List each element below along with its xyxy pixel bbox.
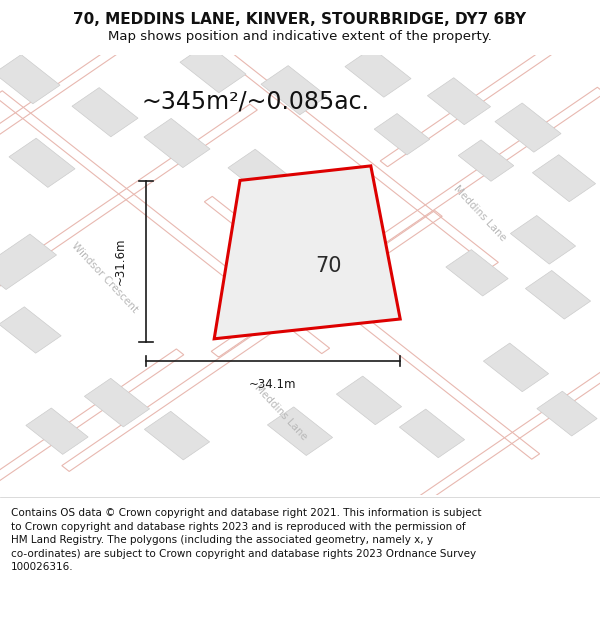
Text: Meddins Lane: Meddins Lane [253,382,309,442]
Polygon shape [345,48,411,98]
Polygon shape [0,54,60,104]
Polygon shape [495,103,561,152]
Text: Map shows position and indicative extent of the property.: Map shows position and indicative extent… [108,30,492,43]
Text: ~31.6m: ~31.6m [114,238,127,285]
Polygon shape [180,44,246,92]
Polygon shape [484,343,548,392]
Polygon shape [85,378,149,427]
Polygon shape [400,409,464,458]
Text: 70, MEDDINS LANE, KINVER, STOURBRIDGE, DY7 6BY: 70, MEDDINS LANE, KINVER, STOURBRIDGE, D… [73,12,527,27]
Polygon shape [228,149,294,198]
Polygon shape [374,114,430,155]
Text: Contains OS data © Crown copyright and database right 2021. This information is : Contains OS data © Crown copyright and d… [11,508,481,572]
Polygon shape [214,166,400,339]
Polygon shape [261,66,327,115]
Text: Windsor Crescent: Windsor Crescent [70,240,140,314]
Polygon shape [511,216,575,264]
Polygon shape [532,155,596,202]
Polygon shape [526,271,590,319]
Polygon shape [537,391,597,436]
Polygon shape [145,411,209,460]
Polygon shape [446,249,508,296]
Polygon shape [0,234,56,289]
Polygon shape [427,78,491,124]
Polygon shape [0,307,61,353]
Polygon shape [458,140,514,181]
Polygon shape [268,407,332,456]
Polygon shape [337,376,401,425]
Text: 70: 70 [316,256,342,276]
Text: ~34.1m: ~34.1m [249,379,297,391]
Polygon shape [26,408,88,454]
Text: ~345m²/~0.085ac.: ~345m²/~0.085ac. [141,89,369,113]
Polygon shape [72,88,138,137]
Text: Meddins Lane: Meddins Lane [452,184,508,243]
Polygon shape [144,118,210,168]
Polygon shape [9,138,75,188]
